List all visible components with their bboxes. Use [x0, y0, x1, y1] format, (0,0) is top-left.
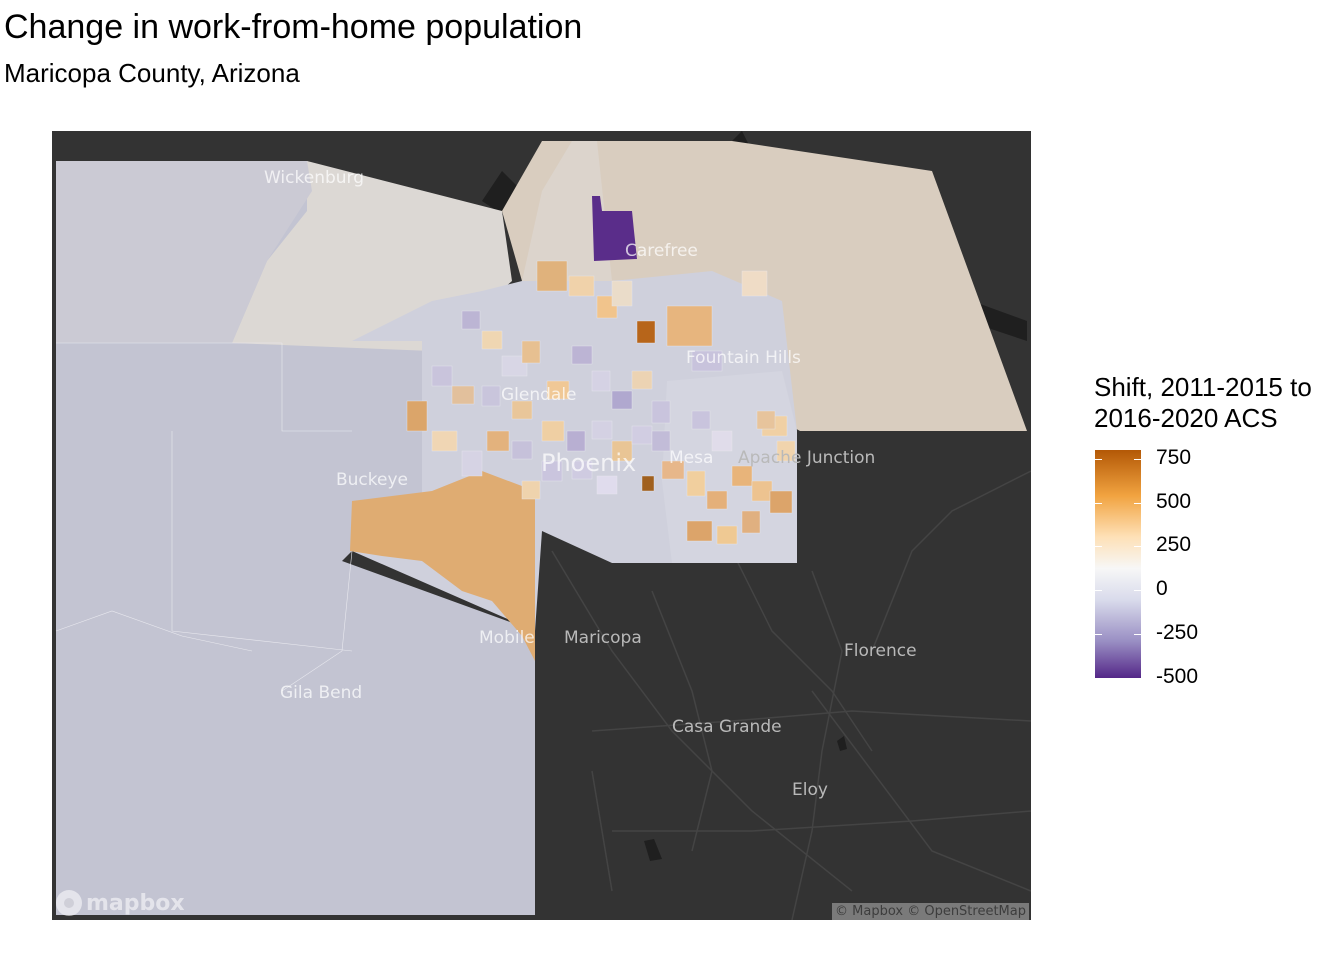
legend-tick-mark: [1134, 458, 1141, 460]
legend-tick-mark: [1134, 502, 1141, 504]
place-label-wickenburg: Wickenburg: [264, 168, 365, 188]
place-label-glendale: Glendale: [501, 385, 577, 405]
choropleth-map: [55, 131, 1031, 920]
mapbox-logo-icon: [56, 890, 82, 916]
legend-tick-mark: [1095, 502, 1102, 504]
legend-tick-mark: [1095, 590, 1102, 592]
place-label-fountain-hills: Fountain Hills: [686, 348, 801, 368]
place-label-florence: Florence: [844, 641, 917, 661]
place-label-apache-junction: Apache Junction: [738, 448, 876, 468]
place-label-casa-grande: Casa Grande: [672, 717, 782, 737]
legend-colorbar: [1095, 450, 1141, 678]
place-label-gila-bend: Gila Bend: [280, 683, 363, 703]
chart-title: Change in work-from-home population: [4, 8, 583, 46]
chart-subtitle: Maricopa County, Arizona: [4, 58, 300, 88]
region-north-central: [522, 141, 612, 281]
legend-tick-mark: [1134, 546, 1141, 548]
place-label-buckeye: Buckeye: [336, 470, 409, 490]
mapbox-logo-text: mapbox: [86, 890, 185, 916]
legend-tick-label: 750: [1156, 445, 1192, 469]
legend: Shift, 2011-2015 to 2016-2020 ACS 750 500…: [1094, 372, 1312, 688]
map-attribution[interactable]: © Mapbox © OpenStreetMap: [832, 903, 1029, 920]
legend-tick-label: 250: [1156, 533, 1192, 557]
legend-tick-mark: [1134, 590, 1141, 592]
mapbox-logo[interactable]: mapbox: [56, 890, 185, 916]
legend-tick-mark: [1095, 458, 1102, 460]
map-panel[interactable]: Wickenburg Carefree Fountain Hills Glend…: [52, 131, 1031, 920]
region-purple-north: [592, 196, 637, 261]
legend-tick-mark: [1134, 678, 1141, 679]
legend-title-line2: 2016-2020 ACS: [1094, 403, 1278, 433]
legend-tick-mark: [1095, 634, 1102, 636]
legend-tick-mark: [1095, 678, 1102, 679]
place-label-mesa: Mesa: [669, 448, 714, 468]
legend-tick-label: 500: [1156, 489, 1192, 513]
legend-tick-mark: [1095, 546, 1102, 548]
legend-title-line1: Shift, 2011-2015 to: [1094, 372, 1312, 402]
legend-tick-label: -250: [1156, 621, 1199, 645]
region-southwest-orange: [350, 471, 535, 661]
place-label-maricopa: Maricopa: [564, 628, 642, 648]
place-label-mobile: Mobile: [479, 628, 535, 648]
region-wickenburg: [56, 161, 312, 343]
place-label-eloy: Eloy: [792, 780, 828, 800]
tract-boundaries: [55, 342, 353, 692]
place-label-phoenix: Phoenix: [541, 449, 637, 477]
basemap-roads: [551, 470, 1031, 920]
legend-tick-label: 0: [1156, 577, 1168, 601]
legend-tick-label: -500: [1156, 665, 1199, 688]
place-label-carefree: Carefree: [625, 241, 698, 261]
census-tracts: [406, 260, 796, 545]
legend-tick-mark: [1134, 634, 1141, 636]
